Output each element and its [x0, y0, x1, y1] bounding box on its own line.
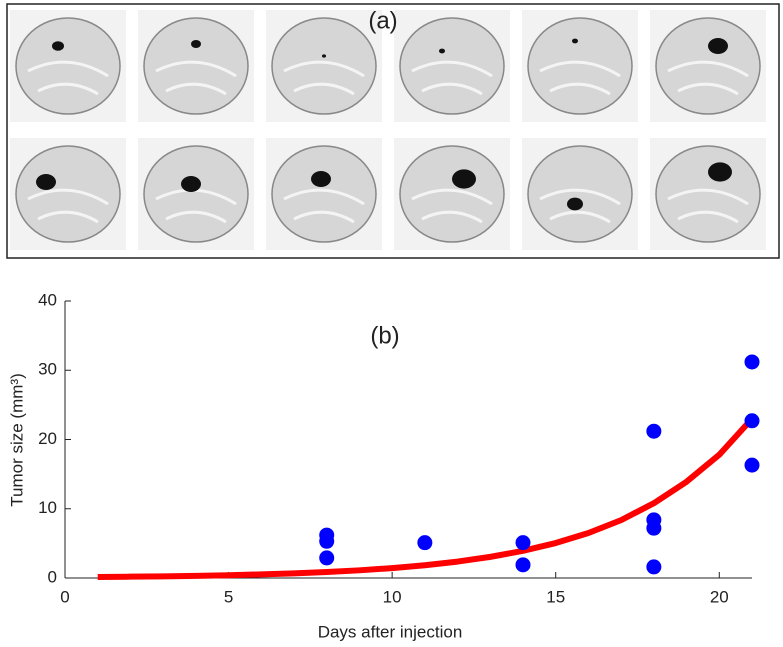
y-tick-label: 0: [48, 567, 57, 586]
slice-texture: [27, 60, 109, 96]
slice-texture: [539, 60, 621, 96]
slice-texture: [155, 60, 237, 96]
slice: [655, 17, 761, 115]
slice-texture: [411, 60, 493, 96]
data-point: [744, 457, 760, 473]
slice: [527, 145, 633, 243]
data-point: [319, 550, 335, 566]
y-tick-label: 20: [38, 429, 57, 448]
tumor-spot: [572, 38, 578, 44]
slice: [655, 145, 761, 243]
x-axis-label: Days after injection: [318, 622, 463, 641]
tumor-spot: [567, 197, 583, 211]
tumor-spot: [36, 174, 56, 190]
data-point: [744, 413, 760, 429]
tumor-spot: [708, 162, 732, 182]
tumor-spot: [452, 169, 476, 189]
x-tick-label: 10: [383, 587, 402, 606]
data-point: [515, 557, 531, 573]
x-tick-label: 15: [546, 587, 565, 606]
tumor-spot: [708, 38, 728, 54]
slice-texture: [539, 188, 621, 224]
y-tick-label: 40: [38, 290, 57, 309]
slice: [527, 17, 633, 115]
tumor-spot: [439, 48, 445, 54]
slice-texture: [411, 188, 493, 224]
slice: [271, 17, 377, 115]
data-point: [646, 423, 662, 439]
x-tick-label: 0: [60, 587, 69, 606]
data-point: [319, 533, 335, 549]
tumor-spot: [311, 171, 331, 187]
data-point: [744, 354, 760, 370]
y-tick-label: 30: [38, 360, 57, 379]
data-point: [646, 520, 662, 536]
slice: [399, 17, 505, 115]
tumor-spot: [191, 40, 201, 48]
slice: [399, 145, 505, 243]
tumor-spot: [181, 176, 201, 192]
slice-texture: [667, 188, 749, 224]
panel-a-label: (a): [368, 7, 397, 34]
slice-texture: [667, 60, 749, 96]
slice: [143, 17, 249, 115]
data-point: [646, 559, 662, 575]
y-axis-label: Tumor size (mm³): [7, 373, 26, 506]
slice-texture: [27, 188, 109, 224]
y-tick-label: 10: [38, 498, 57, 517]
tumor-spot: [322, 54, 326, 58]
slice-texture: [283, 60, 365, 96]
panel-b-label: (b): [370, 322, 399, 349]
fit-curve: [97, 416, 755, 580]
x-tick-label: 5: [224, 587, 233, 606]
slice-images: [10, 10, 766, 250]
slice: [143, 145, 249, 243]
slice: [271, 145, 377, 243]
tumor-spot: [52, 41, 64, 51]
x-tick-label: 20: [710, 587, 729, 606]
slice-texture: [283, 188, 365, 224]
slice: [15, 17, 121, 115]
slice: [15, 145, 121, 243]
data-point: [515, 535, 531, 551]
data-point: [417, 535, 433, 551]
